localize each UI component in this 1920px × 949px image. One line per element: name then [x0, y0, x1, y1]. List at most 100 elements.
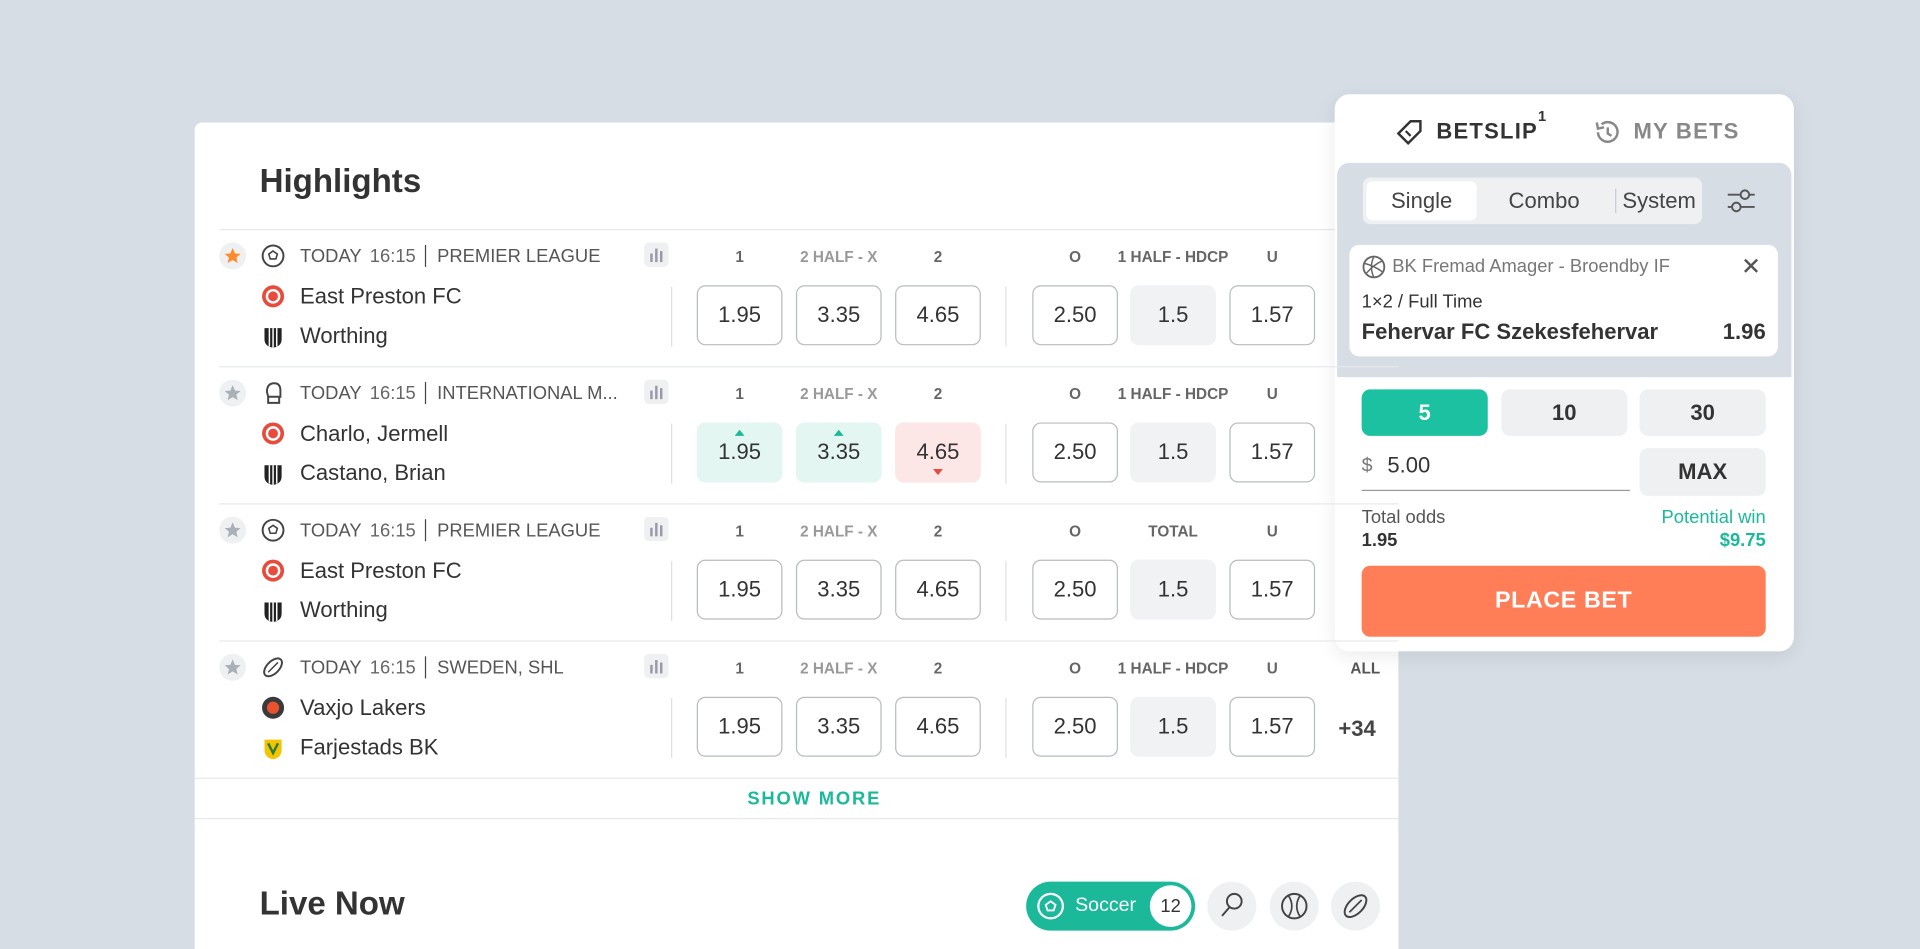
tennis-filter[interactable]: [1207, 881, 1257, 931]
betslip-tab[interactable]: BETSLIP: [1436, 118, 1538, 144]
stake-option[interactable]: 10: [1501, 389, 1628, 436]
market-header: U: [1266, 385, 1278, 403]
divider: [219, 503, 1399, 505]
odds-button[interactable]: 2.50: [1032, 422, 1118, 483]
soccer-filter[interactable]: Soccer 12: [1026, 881, 1196, 931]
odds-button[interactable]: 1.5: [1130, 422, 1216, 483]
odds-button[interactable]: 1.95: [696, 559, 783, 620]
away-team: Castano, Brian: [300, 460, 446, 485]
ball-filter[interactable]: [1269, 881, 1319, 931]
more-markets[interactable]: +34: [1338, 716, 1376, 741]
separator: [424, 519, 427, 542]
live-title: Live Now: [259, 885, 405, 923]
home-team: East Preston FC: [300, 284, 462, 309]
market-header: 2 HALF - X: [800, 522, 878, 540]
odds-button[interactable]: 1.57: [1229, 559, 1316, 620]
bet-type-switch: Single Combo System: [1362, 177, 1703, 225]
market-header: U: [1266, 248, 1278, 266]
match-time: 16:15: [369, 246, 416, 267]
stake-option[interactable]: 30: [1639, 389, 1766, 436]
odds-button[interactable]: 3.35: [795, 559, 882, 620]
separator: [424, 382, 427, 405]
odds-button[interactable]: 1.95: [696, 285, 783, 346]
odds-button[interactable]: 3.35: [795, 696, 882, 757]
market-header: 1: [735, 522, 744, 540]
market-header: 2: [933, 385, 943, 403]
divider: [1005, 697, 1007, 758]
market-header: 2: [933, 522, 943, 540]
selection-odds: 1.96: [1722, 319, 1766, 345]
settings-icon[interactable]: [1727, 187, 1756, 214]
odds-button[interactable]: 1.5: [1130, 696, 1216, 757]
stats-icon[interactable]: [644, 516, 669, 542]
sport-filters: [1207, 881, 1380, 931]
potential-win: $9.75: [1719, 530, 1766, 552]
mybets-tab[interactable]: MY BETS: [1633, 118, 1740, 144]
divider: [671, 697, 673, 758]
sport-icon: [261, 244, 285, 268]
odds-button[interactable]: 1.5: [1130, 559, 1216, 620]
max-button[interactable]: MAX: [1639, 448, 1766, 496]
remove-selection[interactable]: [1744, 258, 1759, 273]
market-header: O: [1069, 522, 1082, 540]
divider: [219, 228, 1399, 231]
odds-button[interactable]: 1.5: [1130, 285, 1216, 346]
odds-button[interactable]: 4.65: [895, 422, 981, 483]
odds-button[interactable]: 1.95: [696, 422, 783, 483]
match-time: 16:15: [369, 520, 416, 542]
market-header: 2: [933, 248, 943, 266]
stake-option[interactable]: 5: [1361, 389, 1488, 436]
odds-button[interactable]: 2.50: [1032, 696, 1118, 757]
odds-button[interactable]: 4.65: [895, 559, 981, 620]
odds-button[interactable]: 2.50: [1032, 285, 1118, 346]
odds-button[interactable]: 4.65: [895, 285, 981, 346]
highlights-title: Highlights: [259, 162, 422, 200]
stats-icon[interactable]: [644, 242, 669, 267]
bet-type[interactable]: Combo: [1508, 187, 1580, 213]
sport-icon: [261, 518, 285, 542]
bet-type[interactable]: Single: [1390, 187, 1453, 213]
divider: [671, 560, 673, 621]
divider: [1005, 423, 1007, 484]
selection-event: BK Fremad Amager - Broendby IF: [1392, 255, 1670, 277]
odds-down-arrow: [933, 468, 943, 476]
odds-button[interactable]: 1.57: [1229, 285, 1316, 346]
market-header: U: [1266, 660, 1278, 678]
odds-button[interactable]: 1.95: [696, 696, 783, 757]
away-team: Farjestads BK: [300, 734, 439, 760]
star[interactable]: [219, 516, 247, 544]
market-header: O: [1069, 385, 1082, 403]
divider: [1005, 286, 1007, 347]
stats-icon[interactable]: [644, 379, 669, 405]
rugby-filter[interactable]: [1331, 881, 1380, 931]
history-icon: [1595, 120, 1619, 143]
odds-button[interactable]: 3.35: [795, 422, 882, 483]
stats-icon[interactable]: [644, 653, 669, 679]
odds-button[interactable]: 3.35: [795, 285, 882, 346]
star[interactable]: [219, 653, 247, 681]
odds-button[interactable]: 1.57: [1229, 696, 1316, 757]
soccer-icon: [1037, 892, 1064, 920]
sport-icon: [261, 655, 285, 679]
match-time: 16:15: [369, 657, 416, 679]
odds-button[interactable]: 1.57: [1229, 422, 1316, 483]
bet-type[interactable]: System: [1622, 187, 1696, 213]
filter-count: 12: [1149, 885, 1192, 927]
favorite-star[interactable]: [219, 242, 247, 270]
divider: [671, 423, 673, 484]
show-more[interactable]: SHOW MORE: [747, 788, 882, 810]
star[interactable]: [219, 379, 247, 407]
place-bet[interactable]: PLACE BET: [1361, 565, 1766, 637]
odds-button[interactable]: 2.50: [1032, 559, 1118, 620]
currency: $: [1361, 455, 1373, 477]
sport-icon: [261, 381, 285, 405]
market-header: 2 HALF - X: [800, 385, 878, 403]
team-logo: [261, 421, 285, 445]
team-logo: [261, 558, 285, 582]
stake-input[interactable]: 5.00: [1387, 453, 1431, 478]
odds-button[interactable]: 4.65: [895, 696, 981, 757]
league: INTERNATIONAL M...: [437, 383, 618, 405]
input-underline: [1361, 489, 1630, 492]
market-header: 1 HALF - HDCP: [1117, 660, 1229, 678]
divider: [219, 640, 1399, 642]
